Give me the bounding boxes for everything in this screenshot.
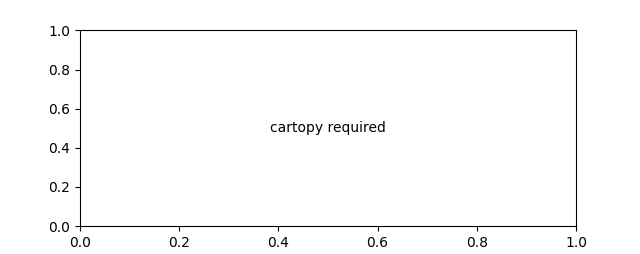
Text: cartopy required: cartopy required [270,121,386,135]
